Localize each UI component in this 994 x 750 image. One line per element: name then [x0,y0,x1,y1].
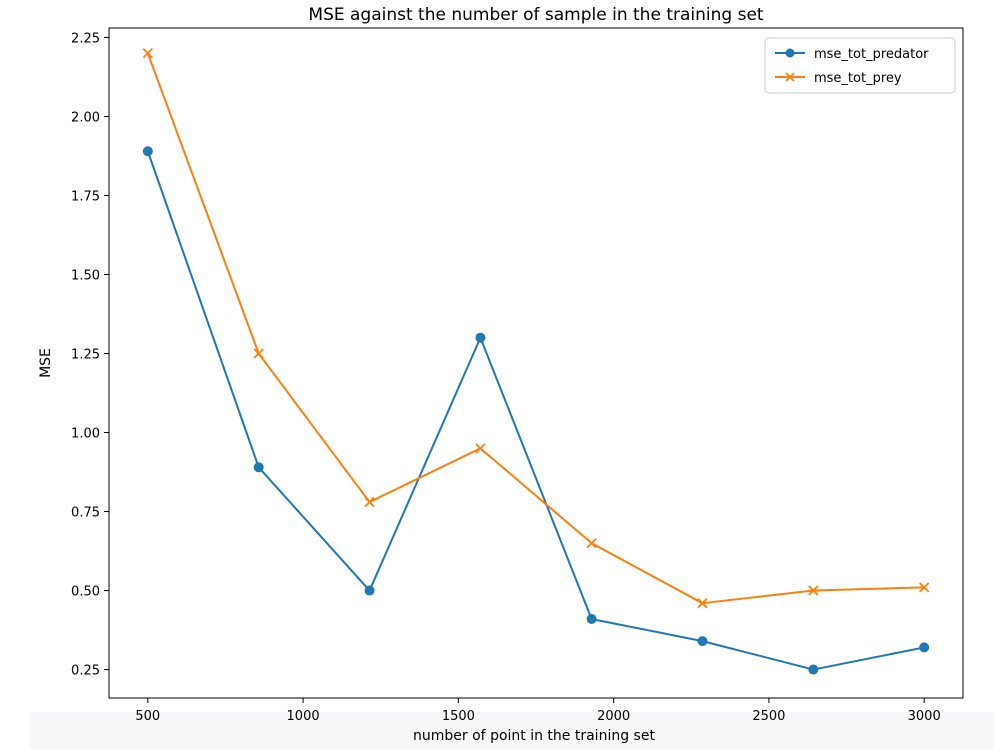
x-tick-label: 2000 [597,709,630,724]
x-tick-label: 3000 [908,709,941,724]
y-tick-label: 0.75 [71,506,100,521]
y-tick-label: 2.25 [71,31,100,46]
data-point-prey [475,443,486,454]
y-tick-label: 1.25 [71,348,100,363]
data-point-predator [253,462,264,473]
y-tick-label: 0.25 [71,664,100,679]
x-axis: 500 1000 1500 2000 2500 3000 [135,698,941,724]
data-point-prey [808,585,819,596]
series-layer [142,48,930,675]
x-tick-label: 1500 [442,709,475,724]
y-tick-label: 2.00 [71,110,100,125]
data-point-prey [697,598,708,609]
plot-frame [108,27,964,699]
x-tick-label: 2500 [752,709,785,724]
legend-label-prey: mse_tot_prey [814,71,902,86]
data-point-predator [475,332,486,343]
legend-entry-prey: mse_tot_prey [775,71,902,86]
data-point-predator [697,636,708,647]
legend-label-predator: mse_tot_predator [814,47,929,62]
x-tick-label: 1000 [287,709,320,724]
y-tick-label: 1.50 [71,269,100,284]
legend: mse_tot_predator mse_tot_prey [764,37,956,94]
legend-entry-predator: mse_tot_predator [775,47,929,62]
data-point-predator [919,642,930,653]
data-point-prey [142,48,153,59]
y-tick-label: 1.00 [71,427,100,442]
y-axis-label: MSE [38,348,54,378]
legend-marker-predator [785,48,795,58]
bottom-strip [30,712,994,750]
data-point-prey [253,348,264,359]
y-tick-label: 0.50 [71,585,100,600]
x-tick-label: 500 [135,709,160,724]
data-point-prey [364,496,375,508]
x-axis-label: number of point in the training set [413,728,655,744]
y-axis: 0.25 0.50 0.75 1.00 1.25 1.50 1.75 2.00 2.25 [71,31,109,679]
data-point-predator [808,664,819,675]
data-point-prey [586,538,597,549]
legend-marker-prey [785,72,795,82]
data-point-predator [364,585,375,596]
data-point-predator [586,613,597,624]
data-point-prey [919,582,930,593]
legend-box [764,37,956,94]
chart-title: MSE against the number of sample in the … [308,5,763,25]
data-point-predator [142,146,153,157]
series-line-prey [146,52,925,605]
series-line-predator [146,150,925,671]
y-tick-label: 1.75 [71,190,100,205]
plot-area [108,27,964,699]
